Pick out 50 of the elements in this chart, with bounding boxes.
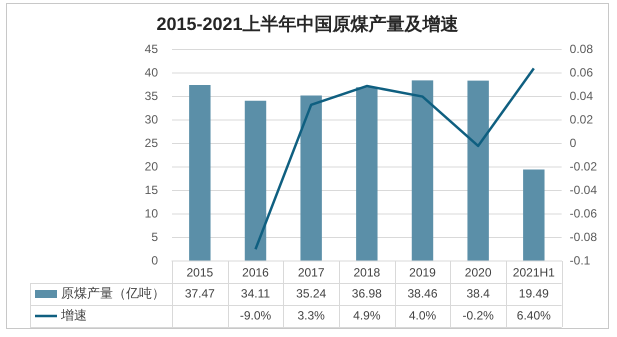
y-tick-label: 15	[144, 182, 158, 197]
y-tick-label: 0	[151, 253, 158, 268]
y2-tick-label: 0.02	[570, 112, 594, 126]
y-tick-label: 35	[144, 88, 158, 103]
x-tick-label: 2017	[298, 266, 325, 280]
y2-tick-label: 0.08	[570, 42, 594, 56]
y-tick-label: 20	[144, 159, 158, 174]
data-label: 34.11	[240, 286, 270, 300]
data-label: 38.4	[466, 286, 490, 300]
x-tick-label: 2019	[409, 266, 436, 280]
data-label: 37.47	[184, 286, 216, 300]
y-tick-label: 40	[144, 65, 158, 80]
x-tick-label: 2020	[464, 266, 492, 280]
y-tick-label: 5	[151, 230, 158, 244]
data-label: 4.9%	[353, 308, 381, 322]
x-tick-label: 2021H1	[512, 266, 556, 280]
y2-tick-label: -0.1	[570, 253, 591, 268]
bar	[356, 87, 378, 260]
y2-tick-label: 0.04	[570, 88, 594, 103]
data-label: 38.46	[407, 286, 438, 300]
x-tick-label: 2018	[353, 266, 380, 280]
bar	[523, 169, 545, 260]
x-tick-label: 2016	[242, 266, 270, 280]
bar	[412, 80, 434, 260]
data-label: 6.40%	[516, 308, 552, 322]
y-tick-label: 10	[144, 206, 158, 220]
y2-tick-label: -0.08	[570, 230, 598, 244]
data-label: -0.2%	[462, 308, 494, 322]
y2-tick-label: -0.02	[570, 159, 598, 174]
bar	[244, 100, 266, 260]
legend-label: 增速	[60, 308, 87, 323]
bar	[189, 84, 211, 260]
y2-tick-label: -0.04	[570, 182, 598, 197]
y2-tick-label: -0.06	[570, 206, 598, 220]
data-label: 36.98	[352, 286, 382, 300]
legend-label: 原煤产量（亿吨）	[61, 286, 165, 301]
x-tick-label: 2015	[186, 266, 214, 280]
bar	[467, 80, 489, 260]
data-label: 19.49	[518, 286, 550, 300]
y2-tick-label: 0	[570, 136, 577, 150]
data-label: -9.0%	[240, 308, 272, 322]
data-label: 3.3%	[297, 308, 326, 322]
y-tick-label: 30	[144, 112, 158, 126]
y-tick-label: 25	[144, 136, 158, 150]
data-label: 4.0%	[408, 308, 436, 322]
y2-tick-label: 0.06	[570, 65, 594, 80]
chart-title: 2015-2021上半年中国原煤产量及增速	[156, 14, 459, 34]
bar	[300, 95, 322, 260]
y-tick-label: 45	[144, 42, 158, 56]
data-label: 35.24	[296, 286, 326, 300]
